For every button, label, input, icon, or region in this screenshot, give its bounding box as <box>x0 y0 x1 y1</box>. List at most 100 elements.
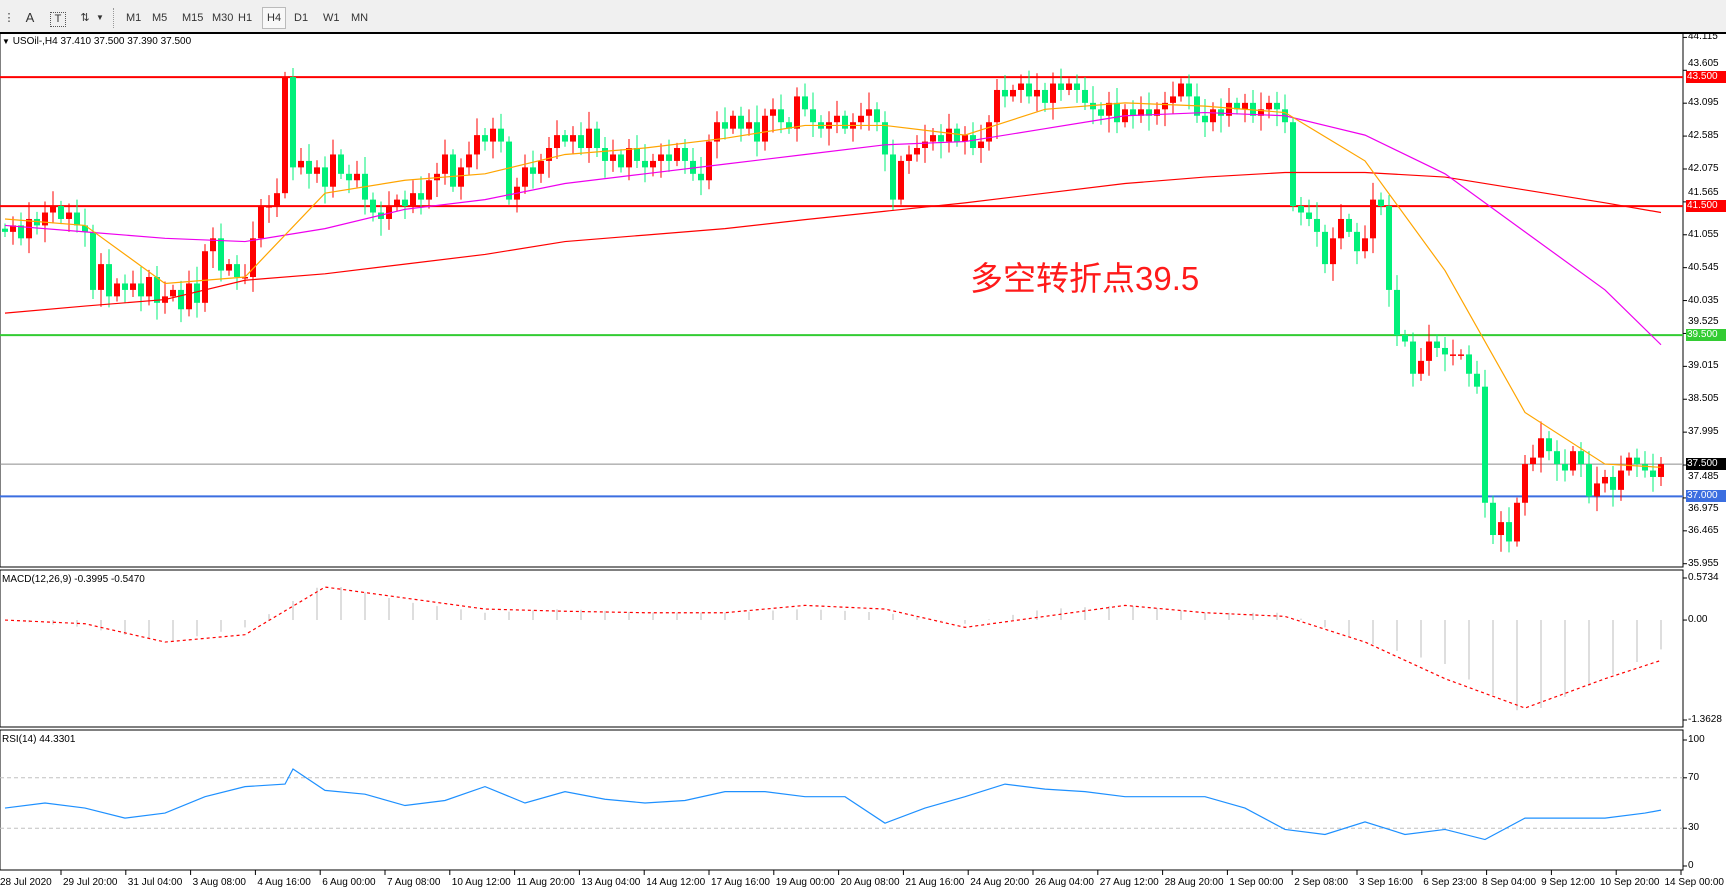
candle-body <box>1370 199 1376 239</box>
candle-body <box>842 115 848 129</box>
candle-body <box>1346 218 1352 232</box>
chevron-down-icon[interactable]: ▼ <box>96 13 104 22</box>
candle-body <box>650 160 656 168</box>
timeframe-w1-button[interactable]: W1 <box>323 12 340 24</box>
candle-body <box>218 238 224 271</box>
candle-body <box>762 115 768 142</box>
candle-body <box>1242 102 1248 110</box>
timeframe-h4-button[interactable]: H4 <box>262 7 287 29</box>
candle-body <box>1602 476 1608 484</box>
candle-body <box>34 218 40 226</box>
candle-body <box>258 206 264 239</box>
macd-label: MACD(12,26,9) -0.3995 -0.5470 <box>2 574 145 585</box>
time-axis-label: 28 Jul 2020 <box>0 877 52 888</box>
candle-body <box>122 283 128 290</box>
ma-fast-line <box>4 102 1662 468</box>
candle-body <box>282 77 288 194</box>
text-label-tool-button[interactable]: T <box>50 12 66 27</box>
candle-body <box>2 228 8 232</box>
timeframe-d1-button[interactable]: D1 <box>294 12 309 24</box>
time-axis-label: 20 Aug 08:00 <box>840 877 900 888</box>
candle-body <box>538 160 544 174</box>
candle-body <box>82 225 88 232</box>
timeframe-m5-button[interactable]: M5 <box>152 12 168 24</box>
candle-body <box>1562 464 1568 471</box>
candle-body <box>1338 218 1344 239</box>
candle-body <box>1306 212 1312 219</box>
symbol-ohlc: USOil-,H4 37.410 37.500 37.390 37.500 <box>12 36 192 47</box>
time-axis-label: 9 Sep 12:00 <box>1541 877 1595 888</box>
macd-axis-label: 0.5734 <box>1688 572 1719 583</box>
candle-body <box>1186 83 1192 97</box>
level-label-39.500: 39.500 <box>1686 329 1726 342</box>
candle-body <box>210 238 216 252</box>
candle-body <box>290 77 296 168</box>
candle-body <box>1418 360 1424 374</box>
candle-body <box>1138 109 1144 116</box>
properties-icon[interactable]: ⋮ <box>3 12 15 24</box>
toolbar-separator <box>113 8 115 28</box>
candle-body <box>1594 483 1600 497</box>
timeframe-m30-button[interactable]: M30 <box>212 12 234 24</box>
candle-body <box>474 135 480 155</box>
candle-body <box>866 109 872 116</box>
time-axis-label: 26 Aug 04:00 <box>1035 877 1094 888</box>
candle-body <box>234 264 240 278</box>
candle-body <box>1162 102 1168 110</box>
candle-body <box>1154 109 1160 116</box>
timeframe-h1-button[interactable]: H1 <box>238 12 253 24</box>
candle-body <box>530 167 536 174</box>
candle-body <box>1354 231 1360 252</box>
time-axis-label: 10 Sep 20:00 <box>1600 877 1660 888</box>
candle-body <box>370 199 376 213</box>
timeframe-m1-button[interactable]: M1 <box>126 12 142 24</box>
candle-body <box>1090 102 1096 110</box>
timeframe-mn-button[interactable]: MN <box>351 12 369 24</box>
candle-body <box>714 122 720 142</box>
candle-body <box>1466 354 1472 374</box>
candle-body <box>1098 109 1104 116</box>
candle-body <box>1042 89 1048 103</box>
candle-body <box>986 122 992 142</box>
candle-body <box>786 122 792 129</box>
candle-body <box>738 115 744 129</box>
timeframe-m15-button[interactable]: M15 <box>182 12 204 24</box>
price-axis-label: 44.115 <box>1688 31 1718 43</box>
time-axis-label: 13 Aug 04:00 <box>581 877 641 888</box>
candle-body <box>74 212 80 226</box>
candle-body <box>706 141 712 181</box>
candle-body <box>1514 502 1520 542</box>
text-tool-button[interactable]: A <box>25 10 35 25</box>
candle-body <box>898 160 904 200</box>
time-axis-label: 14 Aug 12:00 <box>646 877 706 888</box>
candle-body <box>642 160 648 168</box>
candle-body <box>1570 451 1576 471</box>
candle-body <box>1330 238 1336 265</box>
candle-body <box>602 148 608 161</box>
candle-body <box>1530 457 1536 465</box>
candle-body <box>1402 335 1408 342</box>
arrows-tool-icon[interactable]: ⇅ <box>80 12 90 24</box>
level-label-37.500: 37.500 <box>1686 458 1726 471</box>
price-axis-label: 35.955 <box>1688 557 1719 569</box>
price-axis-label: 40.545 <box>1688 261 1719 273</box>
time-axis-label: 3 Aug 08:00 <box>192 877 246 888</box>
candle-body <box>130 283 136 290</box>
candle-body <box>1274 102 1280 110</box>
candle-body <box>1522 464 1528 503</box>
macd-axis-label: 0.00 <box>1688 614 1708 626</box>
candle-body <box>722 122 728 129</box>
price-axis-label: 36.465 <box>1688 524 1719 536</box>
candle-body <box>1018 83 1024 90</box>
price-axis-label: 42.585 <box>1688 130 1719 142</box>
candle-body <box>1490 502 1496 536</box>
candle-body <box>1634 457 1640 465</box>
candle-body <box>1482 386 1488 503</box>
time-axis-label: 6 Sep 23:00 <box>1423 877 1478 888</box>
collapse-triangle-icon[interactable]: ▼ <box>2 37 10 46</box>
time-axis-label: 11 Aug 20:00 <box>516 877 575 888</box>
candle-body <box>1218 109 1224 116</box>
candle-body <box>314 167 320 174</box>
candle-body <box>1642 464 1648 471</box>
